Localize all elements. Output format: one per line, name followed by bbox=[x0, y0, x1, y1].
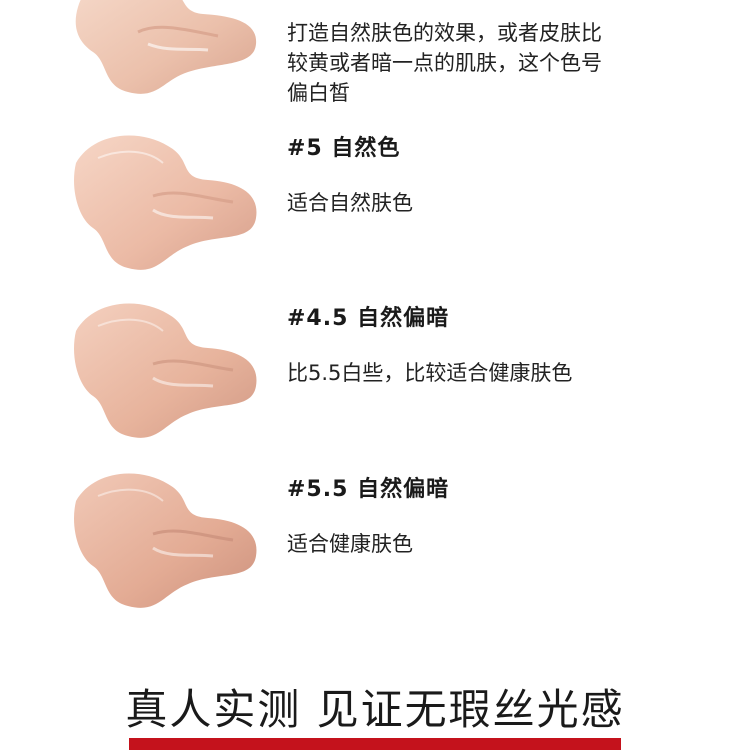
foundation-swatch-5-5 bbox=[73, 473, 257, 608]
shade-top-desc-line-2: 较黄或者暗一点的肌肤，这个色号 bbox=[287, 51, 602, 75]
shade-5-title: #5 自然色 bbox=[287, 136, 401, 161]
foundation-swatch-4-5 bbox=[73, 303, 257, 438]
foundation-swatch-top bbox=[75, 0, 257, 94]
shade-4-5-desc: 比5.5白些，比较适合健康肤色 bbox=[287, 361, 573, 385]
shade-5-5-desc: 适合健康肤色 bbox=[287, 532, 413, 556]
section-heading: 真人实测 见证无瑕丝光感 bbox=[125, 685, 625, 734]
shade-top-desc-line-3: 偏白皙 bbox=[287, 81, 350, 105]
shade-5-desc: 适合自然肤色 bbox=[287, 191, 413, 215]
shade-4-5-title: #4.5 自然偏暗 bbox=[287, 306, 450, 331]
shade-top-desc-line-1: 打造自然肤色的效果，或者皮肤比 bbox=[287, 21, 602, 45]
shade-5-5-title: #5.5 自然偏暗 bbox=[287, 477, 450, 502]
foundation-swatch-5 bbox=[73, 135, 257, 270]
accent-bar bbox=[129, 738, 621, 750]
